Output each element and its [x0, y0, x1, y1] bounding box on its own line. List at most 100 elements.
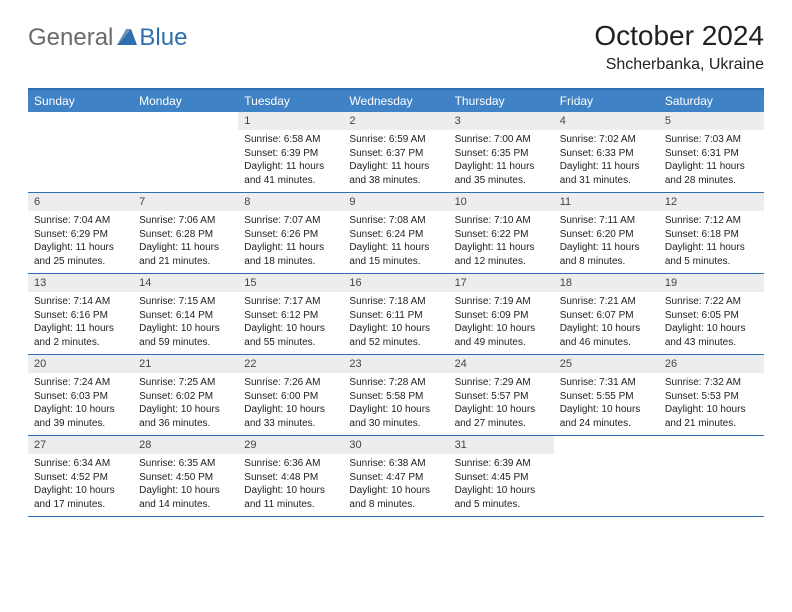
month-title: October 2024 — [594, 20, 764, 52]
week-row: 1Sunrise: 6:58 AM Sunset: 6:39 PM Daylig… — [28, 112, 764, 193]
day-cell: 26Sunrise: 7:32 AM Sunset: 5:53 PM Dayli… — [659, 355, 764, 435]
day-cell: 17Sunrise: 7:19 AM Sunset: 6:09 PM Dayli… — [449, 274, 554, 354]
day-cell: 5Sunrise: 7:03 AM Sunset: 6:31 PM Daylig… — [659, 112, 764, 192]
day-cell: 19Sunrise: 7:22 AM Sunset: 6:05 PM Dayli… — [659, 274, 764, 354]
day-header-cell: Thursday — [449, 90, 554, 112]
day-header-cell: Sunday — [28, 90, 133, 112]
day-cell: 8Sunrise: 7:07 AM Sunset: 6:26 PM Daylig… — [238, 193, 343, 273]
day-cell: 11Sunrise: 7:11 AM Sunset: 6:20 PM Dayli… — [554, 193, 659, 273]
day-cell: 2Sunrise: 6:59 AM Sunset: 6:37 PM Daylig… — [343, 112, 448, 192]
day-details: Sunrise: 7:15 AM Sunset: 6:14 PM Dayligh… — [133, 292, 238, 354]
day-cell — [133, 112, 238, 192]
day-cell: 4Sunrise: 7:02 AM Sunset: 6:33 PM Daylig… — [554, 112, 659, 192]
day-number: 16 — [343, 274, 448, 292]
week-row: 13Sunrise: 7:14 AM Sunset: 6:16 PM Dayli… — [28, 274, 764, 355]
day-number: 4 — [554, 112, 659, 130]
location: Shcherbanka, Ukraine — [594, 56, 764, 74]
day-number: 3 — [449, 112, 554, 130]
week-row: 6Sunrise: 7:04 AM Sunset: 6:29 PM Daylig… — [28, 193, 764, 274]
day-details: Sunrise: 6:38 AM Sunset: 4:47 PM Dayligh… — [343, 454, 448, 516]
day-cell: 1Sunrise: 6:58 AM Sunset: 6:39 PM Daylig… — [238, 112, 343, 192]
day-header-cell: Tuesday — [238, 90, 343, 112]
day-details: Sunrise: 7:21 AM Sunset: 6:07 PM Dayligh… — [554, 292, 659, 354]
day-cell: 22Sunrise: 7:26 AM Sunset: 6:00 PM Dayli… — [238, 355, 343, 435]
day-cell: 31Sunrise: 6:39 AM Sunset: 4:45 PM Dayli… — [449, 436, 554, 516]
day-number: 31 — [449, 436, 554, 454]
calendar-page: General Blue October 2024 Shcherbanka, U… — [0, 0, 792, 537]
day-cell: 27Sunrise: 6:34 AM Sunset: 4:52 PM Dayli… — [28, 436, 133, 516]
day-details: Sunrise: 7:22 AM Sunset: 6:05 PM Dayligh… — [659, 292, 764, 354]
title-block: October 2024 Shcherbanka, Ukraine — [594, 20, 764, 74]
day-header-cell: Saturday — [659, 90, 764, 112]
day-number: 29 — [238, 436, 343, 454]
calendar-grid: Sunday Monday Tuesday Wednesday Thursday… — [28, 88, 764, 517]
day-cell: 3Sunrise: 7:00 AM Sunset: 6:35 PM Daylig… — [449, 112, 554, 192]
day-header-cell: Monday — [133, 90, 238, 112]
day-cell: 21Sunrise: 7:25 AM Sunset: 6:02 PM Dayli… — [133, 355, 238, 435]
day-cell — [28, 112, 133, 192]
day-details: Sunrise: 7:28 AM Sunset: 5:58 PM Dayligh… — [343, 373, 448, 435]
day-header-cell: Friday — [554, 90, 659, 112]
day-number: 17 — [449, 274, 554, 292]
day-cell: 18Sunrise: 7:21 AM Sunset: 6:07 PM Dayli… — [554, 274, 659, 354]
day-details: Sunrise: 6:59 AM Sunset: 6:37 PM Dayligh… — [343, 130, 448, 192]
day-cell: 24Sunrise: 7:29 AM Sunset: 5:57 PM Dayli… — [449, 355, 554, 435]
day-header-cell: Wednesday — [343, 90, 448, 112]
week-row: 20Sunrise: 7:24 AM Sunset: 6:03 PM Dayli… — [28, 355, 764, 436]
day-cell — [554, 436, 659, 516]
day-number: 27 — [28, 436, 133, 454]
brand-word1: General — [28, 24, 113, 52]
day-number: 5 — [659, 112, 764, 130]
day-cell: 16Sunrise: 7:18 AM Sunset: 6:11 PM Dayli… — [343, 274, 448, 354]
brand-word2: Blue — [139, 24, 187, 52]
day-cell: 7Sunrise: 7:06 AM Sunset: 6:28 PM Daylig… — [133, 193, 238, 273]
day-details: Sunrise: 7:02 AM Sunset: 6:33 PM Dayligh… — [554, 130, 659, 192]
day-cell: 15Sunrise: 7:17 AM Sunset: 6:12 PM Dayli… — [238, 274, 343, 354]
day-number: 6 — [28, 193, 133, 211]
day-number: 18 — [554, 274, 659, 292]
day-number: 28 — [133, 436, 238, 454]
day-header-row: Sunday Monday Tuesday Wednesday Thursday… — [28, 90, 764, 112]
day-details: Sunrise: 7:06 AM Sunset: 6:28 PM Dayligh… — [133, 211, 238, 273]
day-details: Sunrise: 7:08 AM Sunset: 6:24 PM Dayligh… — [343, 211, 448, 273]
day-details: Sunrise: 7:29 AM Sunset: 5:57 PM Dayligh… — [449, 373, 554, 435]
day-number: 24 — [449, 355, 554, 373]
day-details: Sunrise: 6:58 AM Sunset: 6:39 PM Dayligh… — [238, 130, 343, 192]
day-details: Sunrise: 7:03 AM Sunset: 6:31 PM Dayligh… — [659, 130, 764, 192]
day-number: 22 — [238, 355, 343, 373]
day-cell: 29Sunrise: 6:36 AM Sunset: 4:48 PM Dayli… — [238, 436, 343, 516]
day-details: Sunrise: 7:10 AM Sunset: 6:22 PM Dayligh… — [449, 211, 554, 273]
day-details: Sunrise: 7:31 AM Sunset: 5:55 PM Dayligh… — [554, 373, 659, 435]
day-number: 25 — [554, 355, 659, 373]
day-number: 30 — [343, 436, 448, 454]
day-details: Sunrise: 6:34 AM Sunset: 4:52 PM Dayligh… — [28, 454, 133, 516]
day-number: 26 — [659, 355, 764, 373]
day-number: 2 — [343, 112, 448, 130]
day-number: 7 — [133, 193, 238, 211]
day-details: Sunrise: 7:18 AM Sunset: 6:11 PM Dayligh… — [343, 292, 448, 354]
day-cell: 9Sunrise: 7:08 AM Sunset: 6:24 PM Daylig… — [343, 193, 448, 273]
day-cell: 20Sunrise: 7:24 AM Sunset: 6:03 PM Dayli… — [28, 355, 133, 435]
day-details: Sunrise: 7:12 AM Sunset: 6:18 PM Dayligh… — [659, 211, 764, 273]
day-number: 10 — [449, 193, 554, 211]
day-cell: 28Sunrise: 6:35 AM Sunset: 4:50 PM Dayli… — [133, 436, 238, 516]
day-number: 20 — [28, 355, 133, 373]
day-details: Sunrise: 7:32 AM Sunset: 5:53 PM Dayligh… — [659, 373, 764, 435]
day-details: Sunrise: 6:36 AM Sunset: 4:48 PM Dayligh… — [238, 454, 343, 516]
weeks-container: 1Sunrise: 6:58 AM Sunset: 6:39 PM Daylig… — [28, 112, 764, 517]
day-details: Sunrise: 7:17 AM Sunset: 6:12 PM Dayligh… — [238, 292, 343, 354]
day-details: Sunrise: 6:39 AM Sunset: 4:45 PM Dayligh… — [449, 454, 554, 516]
day-cell: 14Sunrise: 7:15 AM Sunset: 6:14 PM Dayli… — [133, 274, 238, 354]
day-cell: 6Sunrise: 7:04 AM Sunset: 6:29 PM Daylig… — [28, 193, 133, 273]
day-number: 14 — [133, 274, 238, 292]
day-details: Sunrise: 7:04 AM Sunset: 6:29 PM Dayligh… — [28, 211, 133, 273]
day-details: Sunrise: 7:24 AM Sunset: 6:03 PM Dayligh… — [28, 373, 133, 435]
day-details: Sunrise: 7:07 AM Sunset: 6:26 PM Dayligh… — [238, 211, 343, 273]
day-details: Sunrise: 7:11 AM Sunset: 6:20 PM Dayligh… — [554, 211, 659, 273]
day-number: 15 — [238, 274, 343, 292]
brand-logo: General Blue — [28, 20, 187, 52]
header: General Blue October 2024 Shcherbanka, U… — [28, 20, 764, 74]
day-details: Sunrise: 7:26 AM Sunset: 6:00 PM Dayligh… — [238, 373, 343, 435]
day-details: Sunrise: 7:19 AM Sunset: 6:09 PM Dayligh… — [449, 292, 554, 354]
day-cell: 10Sunrise: 7:10 AM Sunset: 6:22 PM Dayli… — [449, 193, 554, 273]
